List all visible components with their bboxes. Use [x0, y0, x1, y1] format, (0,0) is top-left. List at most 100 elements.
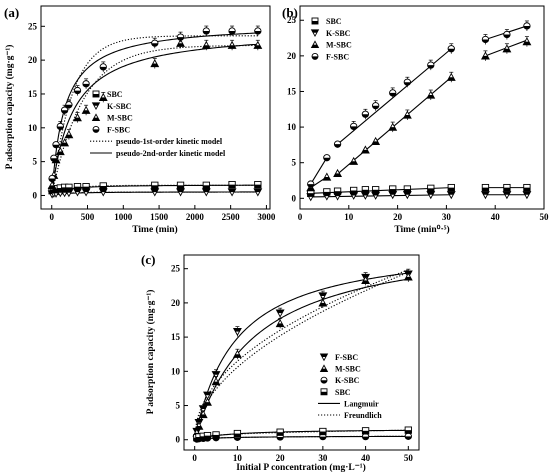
- legend-label: pseudo-2nd-order kinetic model: [116, 149, 226, 158]
- legend-marker: [319, 353, 329, 362]
- data-point: [481, 35, 490, 44]
- data-point: [427, 184, 435, 192]
- x-tick-label: 0: [192, 453, 197, 463]
- fit-curve: [194, 272, 409, 440]
- y-tick-label: 5: [33, 157, 38, 167]
- panel-c-xlabel: Initial P concentration (mg·L⁻¹): [236, 462, 366, 473]
- panel-b-markers: [306, 20, 532, 202]
- y-tick-label: 20: [28, 55, 38, 65]
- legend-label: K-SBC: [326, 29, 351, 38]
- data-point: [361, 427, 370, 435]
- legend-label: M-SBC: [335, 365, 361, 374]
- x-tick-label: 20: [393, 212, 403, 222]
- panel-c-frame: [183, 254, 420, 451]
- data-point: [522, 37, 532, 46]
- data-point: [227, 40, 237, 49]
- data-point: [211, 371, 221, 380]
- data-point: [151, 39, 159, 47]
- data-point: [99, 63, 107, 71]
- data-point: [333, 140, 342, 148]
- panel-b: (b) 0 10 20 30 40 50 0 5 10 15 20 25 SBC K-SBC M-SBC F…: [282, 5, 549, 235]
- fit-line: [310, 157, 328, 185]
- data-point: [81, 188, 91, 197]
- fit-line: [310, 194, 452, 198]
- panel-a-xlabel: Time (min): [132, 224, 177, 235]
- y-tick-label: 10: [28, 123, 38, 133]
- data-point: [232, 327, 242, 337]
- data-point: [233, 429, 242, 438]
- legend-marker: [92, 125, 100, 133]
- panel-c: (c) 0 10 20 30 40 50 0 5 10 15 20 25 F-SBC M-SBC K-SB…: [141, 252, 420, 473]
- data-point: [48, 174, 56, 183]
- legend-label: M-SBC: [107, 114, 133, 123]
- data-point: [502, 191, 512, 200]
- panel-a-letter: (a): [4, 5, 19, 20]
- panel-a-ylabel: P adsorption capacity (mg·g⁻¹): [4, 45, 15, 170]
- y-tick-label: 10: [171, 366, 181, 376]
- data-point: [446, 72, 456, 81]
- fit-curve: [194, 429, 409, 441]
- data-point: [276, 428, 284, 436]
- legend-label: F-SBC: [107, 125, 130, 134]
- y-tick-label: 0: [33, 190, 38, 200]
- x-tick-label: 40: [361, 453, 371, 463]
- y-tick-label: 0: [176, 435, 181, 445]
- data-point: [426, 90, 436, 99]
- data-point: [404, 432, 412, 440]
- data-point: [228, 180, 236, 189]
- data-point: [322, 172, 332, 181]
- panel-a-ticks: 0 500 1000 1500 2000 2500 3000 0 5 10 15 20 25: [28, 21, 276, 222]
- data-point: [371, 102, 380, 110]
- legend-label: K-SBC: [335, 376, 360, 385]
- data-point: [150, 59, 160, 68]
- data-point: [502, 44, 512, 53]
- data-point: [64, 189, 74, 198]
- legend-label: M-SBC: [326, 41, 352, 50]
- data-point: [319, 427, 327, 436]
- panel-a-legend: SBC K-SBC M-SBC F-SBC pseudo-1st-order kinet…: [90, 90, 226, 158]
- data-point: [73, 113, 82, 122]
- data-point: [98, 188, 108, 197]
- panel-c-ylabel: P adsorption capacity (mg·g⁻¹): [145, 290, 156, 415]
- legend-label: SBC: [107, 90, 123, 99]
- x-tick-label: 20: [276, 453, 286, 463]
- data-point: [333, 168, 343, 178]
- y-tick-label: 25: [287, 15, 297, 25]
- data-point: [522, 191, 532, 200]
- data-point: [426, 191, 436, 200]
- y-tick-label: 15: [287, 86, 297, 96]
- legend-marker: [311, 52, 319, 60]
- data-point: [446, 191, 456, 200]
- data-point: [360, 145, 370, 154]
- data-point: [481, 183, 490, 192]
- data-point: [254, 27, 262, 35]
- data-point: [176, 38, 185, 47]
- data-point: [350, 122, 358, 131]
- legend-label: K-SBC: [107, 102, 132, 111]
- data-point: [402, 191, 412, 200]
- x-tick-label: 1000: [114, 212, 133, 222]
- x-tick-label: 10: [233, 453, 243, 463]
- panel-b-letter: (b): [282, 5, 298, 20]
- legend-marker: [311, 17, 319, 25]
- legend-marker: [310, 29, 320, 38]
- data-point: [176, 181, 185, 189]
- data-point: [361, 110, 370, 118]
- panel-c-letter: (c): [141, 252, 155, 267]
- data-point: [202, 181, 210, 189]
- data-point: [503, 183, 511, 192]
- data-point: [99, 182, 107, 190]
- data-point: [503, 30, 511, 39]
- data-point: [275, 318, 285, 328]
- panel-c-ticks: 0 10 20 30 40 50 0 5 10 15 20 25: [171, 264, 413, 463]
- panel-c-legend: F-SBC M-SBC K-SBC SBC Langmuir Freundlich: [318, 353, 382, 420]
- fit-curve: [194, 271, 409, 440]
- y-tick-label: 10: [287, 122, 297, 132]
- data-point: [323, 154, 331, 162]
- y-tick-label: 25: [28, 21, 38, 31]
- data-point: [403, 78, 412, 86]
- data-point: [307, 180, 315, 188]
- data-point: [523, 183, 531, 192]
- data-point: [203, 397, 212, 406]
- data-point: [349, 191, 359, 200]
